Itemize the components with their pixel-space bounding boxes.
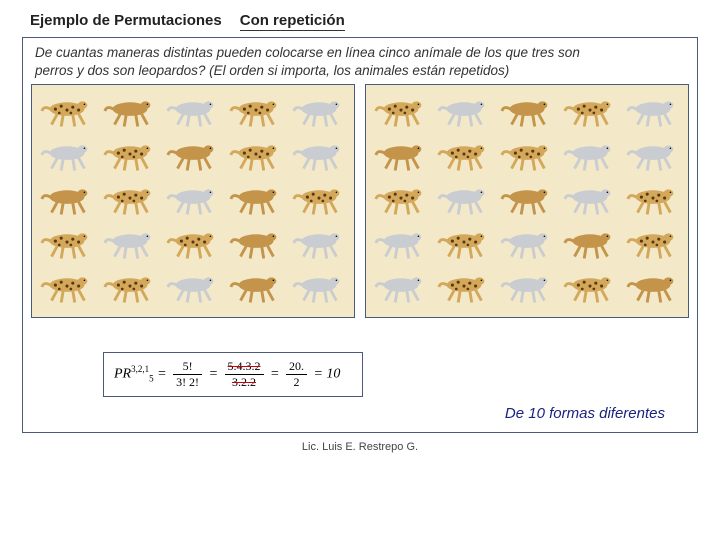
leopard-icon	[101, 135, 159, 175]
title-subtitle: Con repetición	[240, 12, 345, 31]
formula-frac3: 20. 2	[286, 359, 307, 390]
formula-frac2: 5.4.3.2 3.2.2	[225, 359, 264, 390]
leopard-icon	[227, 91, 285, 131]
animal-row	[38, 179, 348, 219]
dogGray-icon	[290, 267, 348, 307]
dogGray-icon	[624, 91, 682, 131]
leopard-icon	[498, 135, 556, 175]
leopard-icon	[561, 267, 619, 307]
dogGray-icon	[561, 135, 619, 175]
leopard-icon	[38, 91, 96, 131]
dogGray-icon	[290, 223, 348, 263]
leopard-icon	[435, 135, 493, 175]
footer-author: Lic. Luis E. Restrepo G.	[0, 441, 720, 453]
dogBrown-icon	[101, 91, 159, 131]
dogGray-icon	[498, 223, 556, 263]
formula-box: PR3,2,15 = 5! 3! 2! = 5.4.3.2 3.2.2 = 20…	[103, 352, 363, 397]
leopard-icon	[101, 179, 159, 219]
dogBrown-icon	[227, 267, 285, 307]
header: Ejemplo de Permutaciones Con repetición	[0, 0, 720, 35]
dogGray-icon	[164, 179, 222, 219]
animal-panels	[31, 84, 689, 318]
leopard-icon	[435, 223, 493, 263]
title-main: Ejemplo de Permutaciones	[30, 12, 222, 29]
dogGray-icon	[101, 223, 159, 263]
formula-result: = 10	[313, 367, 340, 382]
dogBrown-icon	[227, 223, 285, 263]
animal-row	[38, 267, 348, 307]
animal-row	[38, 223, 348, 263]
formula-eq3: =	[270, 367, 279, 382]
leopard-icon	[624, 223, 682, 263]
dogBrown-icon	[498, 179, 556, 219]
dogBrown-icon	[624, 267, 682, 307]
leopard-icon	[372, 91, 430, 131]
dogGray-icon	[372, 267, 430, 307]
formula-sup: 3,2,1	[131, 365, 149, 375]
leopard-icon	[101, 267, 159, 307]
formula-eq1: =	[157, 367, 166, 382]
dogGray-icon	[164, 91, 222, 131]
leopard-icon	[227, 135, 285, 175]
dogGray-icon	[38, 135, 96, 175]
animal-row	[372, 135, 682, 175]
formula-frac1: 5! 3! 2!	[173, 359, 202, 390]
leopard-icon	[624, 179, 682, 219]
animal-row	[372, 267, 682, 307]
panel-right	[365, 84, 689, 318]
animal-row	[38, 91, 348, 131]
dogGray-icon	[372, 223, 430, 263]
leopard-icon	[372, 179, 430, 219]
animal-row	[38, 135, 348, 175]
leopard-icon	[38, 223, 96, 263]
dogGray-icon	[435, 179, 493, 219]
leopard-icon	[164, 223, 222, 263]
dogBrown-icon	[38, 179, 96, 219]
result-line: De 10 formas diferentes	[31, 405, 665, 422]
question-line2: perros y dos son leopardos? (El orden si…	[35, 63, 509, 78]
panel-left	[31, 84, 355, 318]
leopard-icon	[561, 91, 619, 131]
formula-pr: PR	[114, 367, 131, 382]
content-frame: De cuantas maneras distintas pueden colo…	[22, 37, 698, 433]
dogBrown-icon	[561, 223, 619, 263]
dogGray-icon	[435, 91, 493, 131]
dogBrown-icon	[227, 179, 285, 219]
animal-row	[372, 91, 682, 131]
dogBrown-icon	[498, 91, 556, 131]
dogGray-icon	[624, 135, 682, 175]
dogBrown-icon	[372, 135, 430, 175]
leopard-icon	[435, 267, 493, 307]
formula-sub: 5	[149, 374, 154, 384]
question-line1: De cuantas maneras distintas pueden colo…	[35, 45, 580, 60]
animal-row	[372, 223, 682, 263]
dogGray-icon	[164, 267, 222, 307]
dogGray-icon	[290, 91, 348, 131]
leopard-icon	[290, 179, 348, 219]
formula-eq2: =	[209, 367, 218, 382]
dogBrown-icon	[164, 135, 222, 175]
leopard-icon	[38, 267, 96, 307]
dogGray-icon	[561, 179, 619, 219]
dogGray-icon	[498, 267, 556, 307]
animal-row	[372, 179, 682, 219]
dogGray-icon	[290, 135, 348, 175]
question-text: De cuantas maneras distintas pueden colo…	[31, 44, 689, 80]
